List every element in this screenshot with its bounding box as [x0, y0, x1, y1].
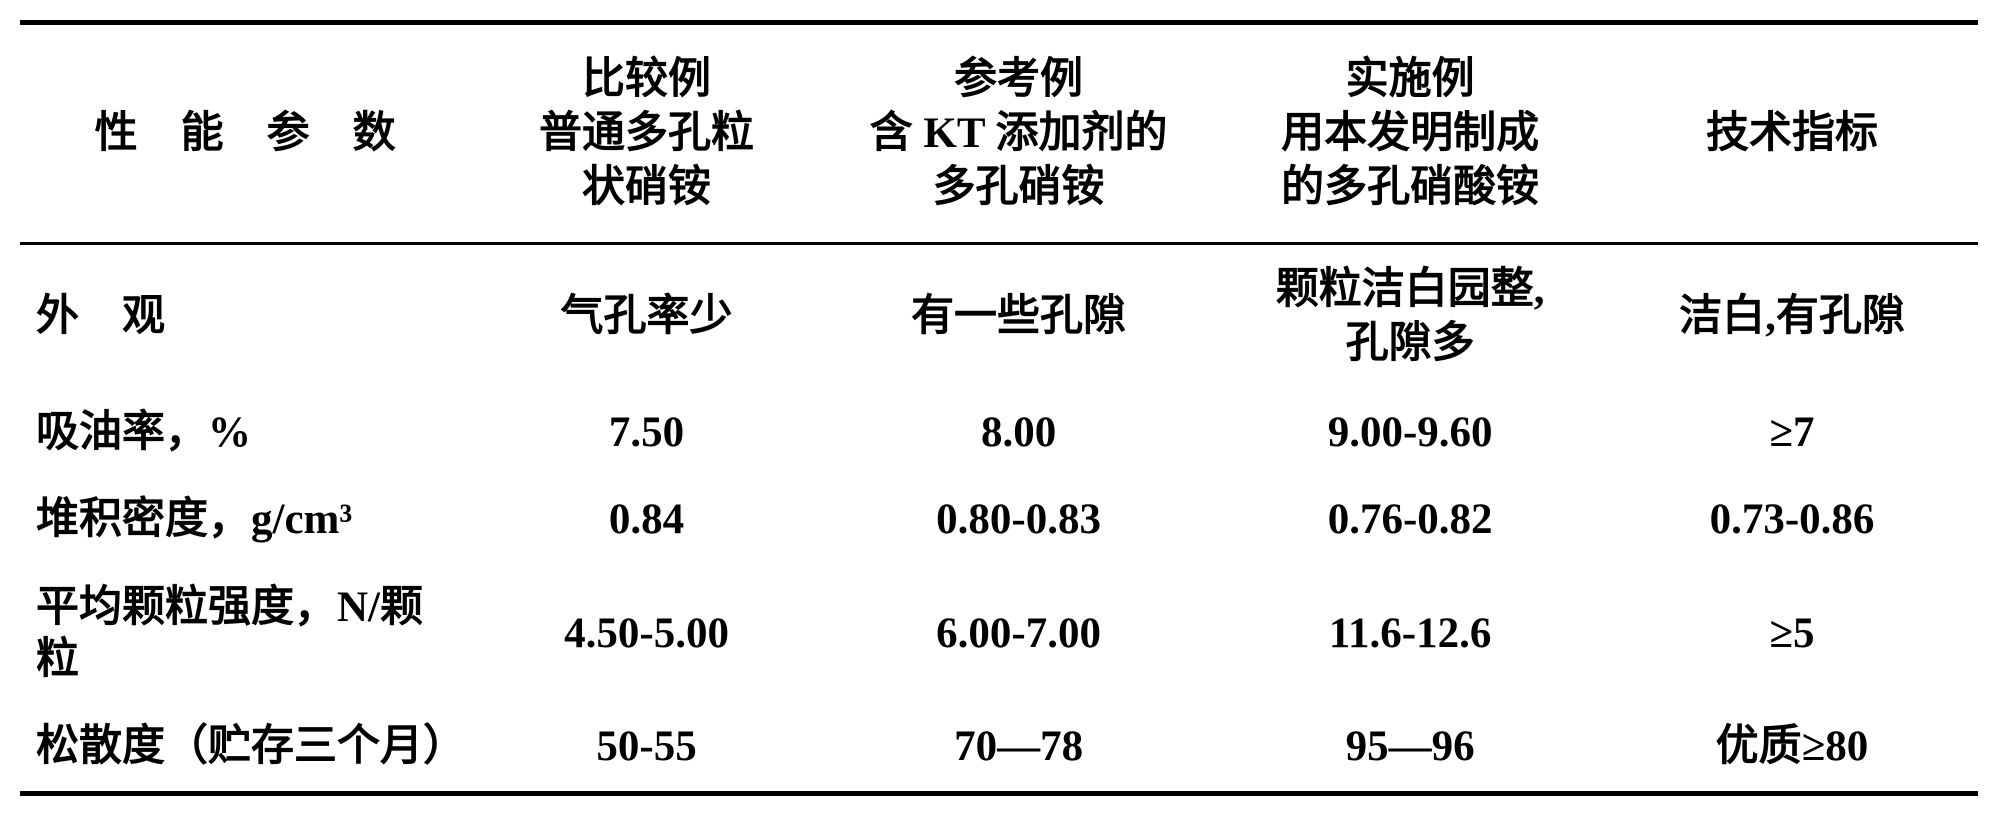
- example-line2: 孔隙多: [1346, 320, 1475, 367]
- cell-reference: 6.00-7.00: [823, 564, 1215, 703]
- cell-example: 95—96: [1214, 703, 1606, 793]
- table-row: 松散度（贮存三个月） 50-55 70—78 95—96 优质≥80: [20, 703, 1978, 793]
- cell-example: 11.6-12.6: [1214, 564, 1606, 703]
- cell-example: 颗粒洁白园整, 孔隙多: [1214, 244, 1606, 389]
- cell-spec: ≥5: [1606, 564, 1978, 703]
- table-row: 外 观 气孔率少 有一些孔隙 颗粒洁白园整, 孔隙多 洁白,有孔隙: [20, 244, 1978, 389]
- performance-table: 性 能 参 数 比较例 普通多孔粒 状硝铵 参考例 含 KT 添加剂的 多孔硝铵…: [20, 20, 1978, 796]
- header-reference-line3: 多孔硝铵: [933, 164, 1105, 211]
- header-spec: 技术指标: [1606, 23, 1978, 244]
- cell-compare: 50-55: [470, 703, 822, 793]
- table-body: 外 观 气孔率少 有一些孔隙 颗粒洁白园整, 孔隙多 洁白,有孔隙 吸油率，% …: [20, 244, 1978, 793]
- cell-compare: 气孔率少: [470, 244, 822, 389]
- cell-reference: 70—78: [823, 703, 1215, 793]
- header-compare-line3: 状硝铵: [582, 164, 711, 211]
- example-line1: 颗粒洁白园整,: [1276, 266, 1545, 313]
- cell-spec: 洁白,有孔隙: [1606, 244, 1978, 389]
- header-param-text: 性 能 参 数: [95, 110, 396, 157]
- header-reference-line2: 含 KT 添加剂的: [870, 110, 1168, 157]
- cell-example: 9.00-9.60: [1214, 389, 1606, 477]
- cell-example: 0.76-0.82: [1214, 476, 1606, 564]
- cell-label: 松散度（贮存三个月）: [20, 703, 470, 793]
- cell-compare: 7.50: [470, 389, 822, 477]
- cell-spec: 0.73-0.86: [1606, 476, 1978, 564]
- label-text: 外 观: [36, 293, 165, 340]
- cell-reference: 8.00: [823, 389, 1215, 477]
- cell-label: 平均颗粒强度，N/颗粒: [20, 564, 470, 703]
- data-table-container: 性 能 参 数 比较例 普通多孔粒 状硝铵 参考例 含 KT 添加剂的 多孔硝铵…: [20, 20, 1978, 796]
- cell-reference: 有一些孔隙: [823, 244, 1215, 389]
- table-row: 吸油率，% 7.50 8.00 9.00-9.60 ≥7: [20, 389, 1978, 477]
- header-compare-line1: 比较例: [582, 56, 711, 103]
- header-row: 性 能 参 数 比较例 普通多孔粒 状硝铵 参考例 含 KT 添加剂的 多孔硝铵…: [20, 23, 1978, 244]
- cell-compare: 0.84: [470, 476, 822, 564]
- header-compare: 比较例 普通多孔粒 状硝铵: [470, 23, 822, 244]
- table-row: 堆积密度，g/cm³ 0.84 0.80-0.83 0.76-0.82 0.73…: [20, 476, 1978, 564]
- header-reference: 参考例 含 KT 添加剂的 多孔硝铵: [823, 23, 1215, 244]
- header-example-line1: 实施例: [1346, 56, 1475, 103]
- header-example-line3: 的多孔硝酸铵: [1281, 164, 1539, 211]
- cell-label: 吸油率，%: [20, 389, 470, 477]
- header-param: 性 能 参 数: [20, 23, 470, 244]
- table-row: 平均颗粒强度，N/颗粒 4.50-5.00 6.00-7.00 11.6-12.…: [20, 564, 1978, 703]
- header-spec-text: 技术指标: [1706, 110, 1878, 157]
- header-example-line2: 用本发明制成: [1281, 110, 1539, 157]
- table-header: 性 能 参 数 比较例 普通多孔粒 状硝铵 参考例 含 KT 添加剂的 多孔硝铵…: [20, 23, 1978, 244]
- cell-spec: ≥7: [1606, 389, 1978, 477]
- header-example: 实施例 用本发明制成 的多孔硝酸铵: [1214, 23, 1606, 244]
- cell-reference: 0.80-0.83: [823, 476, 1215, 564]
- cell-compare: 4.50-5.00: [470, 564, 822, 703]
- cell-spec: 优质≥80: [1606, 703, 1978, 793]
- header-reference-line1: 参考例: [954, 56, 1083, 103]
- header-compare-line2: 普通多孔粒: [539, 110, 754, 157]
- cell-label: 堆积密度，g/cm³: [20, 476, 470, 564]
- cell-label: 外 观: [20, 244, 470, 389]
